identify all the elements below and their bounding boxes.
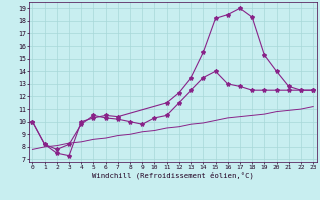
X-axis label: Windchill (Refroidissement éolien,°C): Windchill (Refroidissement éolien,°C) — [92, 171, 254, 179]
